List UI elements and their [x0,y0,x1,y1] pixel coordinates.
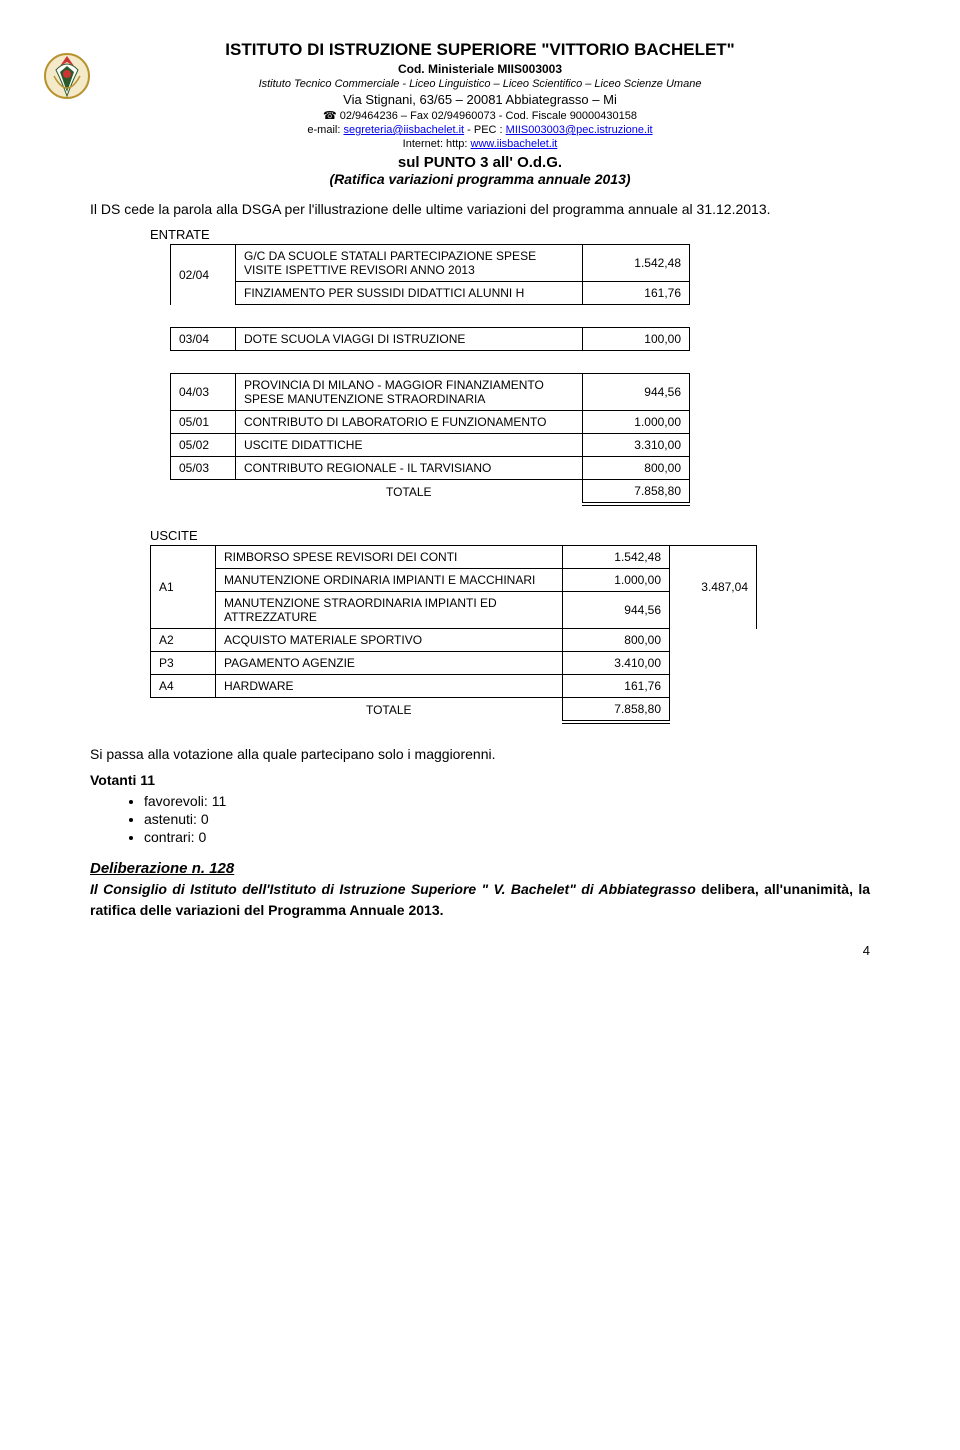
email-mid: - PEC : [464,124,506,136]
table-row: 04/03 PROVINCIA DI MILANO - MAGGIOR FINA… [171,374,690,411]
page: ISTITUTO DI ISTRUZIONE SUPERIORE "VITTOR… [0,0,960,988]
cell-desc: CONTRIBUTO DI LABORATORIO E FUNZIONAMENT… [236,411,583,434]
table-row: A1 RIMBORSO SPESE REVISORI DEI CONTI 1.5… [151,546,757,569]
email-link-2[interactable]: MIIS003003@pec.istruzione.it [506,124,653,136]
school-title: ISTITUTO DI ISTRUZIONE SUPERIORE "VITTOR… [90,40,870,60]
cell-totale-val: 7.858,80 [563,698,670,723]
cell-extra: 3.487,04 [670,546,757,629]
cell-desc: USCITE DIDATTICHE [236,434,583,457]
cell-totale-label: TOTALE [236,480,583,505]
internet-pre: Internet: http: [403,138,471,150]
emblem-icon [40,48,94,108]
deliberazione-body: Il Consiglio di Istituto dell'Istituto d… [90,879,870,921]
entrate-table-2: 03/04 DOTE SCUOLA VIAGGI DI ISTRUZIONE 1… [170,327,690,351]
table-row: A2 ACQUISTO MATERIALE SPORTIVO 800,00 [151,629,757,652]
cell-desc: PAGAMENTO AGENZIE [216,652,563,675]
entrate-table-1: 02/04 G/C DA SCUOLE STATALI PARTECIPAZIO… [170,244,690,305]
cell-desc: G/C DA SCUOLE STATALI PARTECIPAZIONE SPE… [236,245,583,282]
deliberazione-title: Deliberazione n. 128 [90,860,870,877]
email-link-1[interactable]: segreteria@iisbachelet.it [343,124,464,136]
punto-heading: sul PUNTO 3 all' O.d.G. [90,154,870,171]
cell-desc: FINZIAMENTO PER SUSSIDI DIDATTICI ALUNNI… [236,282,583,305]
table-row: P3 PAGAMENTO AGENZIE 3.410,00 [151,652,757,675]
cell-desc: HARDWARE [216,675,563,698]
cell-code: A1 [151,546,216,629]
table-row: MANUTENZIONE STRAORDINARIA IMPIANTI ED A… [151,592,757,629]
address: Via Stignani, 63/65 – 20081 Abbiategrass… [90,92,870,107]
cell-code: 02/04 [171,245,236,305]
list-item: contrari: 0 [144,828,870,846]
cell-val: 800,00 [583,457,690,480]
entrate-table-3: 04/03 PROVINCIA DI MILANO - MAGGIOR FINA… [170,373,690,506]
list-item: astenuti: 0 [144,810,870,828]
table-row: 05/02 USCITE DIDATTICHE 3.310,00 [171,434,690,457]
uscite-label: USCITE [150,528,870,543]
cell-code: 04/03 [171,374,236,411]
cell-val: 944,56 [563,592,670,629]
cell-val: 800,00 [563,629,670,652]
page-number: 4 [90,943,870,958]
cell-val: 944,56 [583,374,690,411]
cell-val: 1.542,48 [583,245,690,282]
cod-ministeriale: Cod. Ministeriale MIIS003003 [90,62,870,76]
cell-val: 1.000,00 [583,411,690,434]
entrate-label: ENTRATE [150,227,870,242]
voting-list: favorevoli: 11 astenuti: 0 contrari: 0 [126,792,870,846]
internet-link[interactable]: www.iisbachelet.it [471,138,558,150]
cell-desc: PROVINCIA DI MILANO - MAGGIOR FINANZIAME… [236,374,583,411]
cell-code: 05/01 [171,411,236,434]
cell-val: 1.542,48 [563,546,670,569]
table-row: 05/01 CONTRIBUTO DI LABORATORIO E FUNZIO… [171,411,690,434]
voting-head: Votanti 11 [90,772,870,788]
table-row-totale: TOTALE 7.858,80 [151,698,757,723]
uscite-table: A1 RIMBORSO SPESE REVISORI DEI CONTI 1.5… [150,545,757,724]
table-row: 05/03 CONTRIBUTO REGIONALE - IL TARVISIA… [171,457,690,480]
email-line: e-mail: segreteria@iisbachelet.it - PEC … [90,124,870,136]
cell-totale-val: 7.858,80 [583,480,690,505]
intro-paragraph: Il DS cede la parola alla DSGA per l'ill… [90,201,870,217]
cell-desc: RIMBORSO SPESE REVISORI DEI CONTI [216,546,563,569]
cell-code: 05/03 [171,457,236,480]
table-row: A4 HARDWARE 161,76 [151,675,757,698]
cell-desc: MANUTENZIONE ORDINARIA IMPIANTI E MACCHI… [216,569,563,592]
internet-line: Internet: http: www.iisbachelet.it [90,138,870,150]
list-item: favorevoli: 11 [144,792,870,810]
table-row: 02/04 G/C DA SCUOLE STATALI PARTECIPAZIO… [171,245,690,282]
cell-val: 3.410,00 [563,652,670,675]
cell-code: A2 [151,629,216,652]
table-row-totale: TOTALE 7.858,80 [171,480,690,505]
cell-desc: CONTRIBUTO REGIONALE - IL TARVISIANO [236,457,583,480]
cell-desc: MANUTENZIONE STRAORDINARIA IMPIANTI ED A… [216,592,563,629]
istituto-types: Istituto Tecnico Commerciale - Liceo Lin… [90,78,870,90]
cell-code: P3 [151,652,216,675]
voting-pre: Si passa alla votazione alla quale parte… [90,746,870,762]
cell-val: 161,76 [583,282,690,305]
email-pre: e-mail: [307,124,343,136]
table-row: 03/04 DOTE SCUOLA VIAGGI DI ISTRUZIONE 1… [171,328,690,351]
ratifica-heading: (Ratifica variazioni programma annuale 2… [90,171,870,187]
cell-val: 3.310,00 [583,434,690,457]
cell-code: A4 [151,675,216,698]
cell-totale-label: TOTALE [216,698,563,723]
cell-val: 1.000,00 [563,569,670,592]
cell-desc: ACQUISTO MATERIALE SPORTIVO [216,629,563,652]
table-row: FINZIAMENTO PER SUSSIDI DIDATTICI ALUNNI… [171,282,690,305]
delib-line-1: Il Consiglio di Istituto dell'Istituto d… [90,881,696,897]
phone-fax: ☎ 02/9464236 – Fax 02/94960073 - Cod. Fi… [90,109,870,122]
cell-desc: DOTE SCUOLA VIAGGI DI ISTRUZIONE [236,328,583,351]
cell-code: 05/02 [171,434,236,457]
cell-val: 100,00 [583,328,690,351]
cell-val: 161,76 [563,675,670,698]
cell-code: 03/04 [171,328,236,351]
table-row: MANUTENZIONE ORDINARIA IMPIANTI E MACCHI… [151,569,757,592]
